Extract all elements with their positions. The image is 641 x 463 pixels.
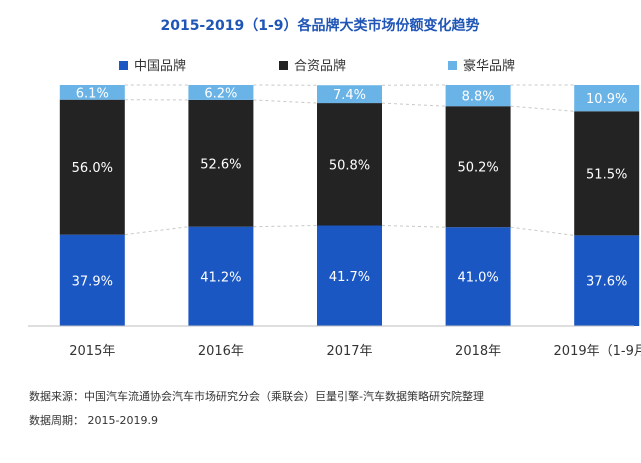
data-label-2-2: 7.4% (333, 88, 366, 103)
bar-segment-2-3 (445, 85, 511, 107)
legend-swatch-1 (279, 61, 288, 70)
data-label-1-4: 51.5% (586, 167, 627, 182)
bar-segment-0-0 (59, 234, 125, 326)
connector-line-1-1 (253, 99, 318, 104)
data-label-2-0: 6.1% (76, 86, 109, 101)
bars: 37.9% 56.0% 6.1% 41.2% 52.6% 6.2% 41.7% 50.8% 7.… (59, 85, 640, 326)
x-tick-label-1: 2016年 (198, 344, 244, 359)
data-label-1-2: 50.8% (329, 158, 370, 173)
x-tick-label-3: 2018年 (455, 344, 501, 359)
legend-swatch-0 (119, 61, 128, 70)
chart-title: 2015-2019（1-9）各品牌大类市场份额变化趋势 (160, 17, 479, 34)
legend-swatch-2 (448, 61, 457, 70)
data-label-2-3: 8.8% (462, 90, 495, 105)
data-label-0-2: 41.7% (329, 270, 370, 285)
bar-segment-1-2 (317, 103, 382, 226)
bar-segment-2-4 (574, 85, 640, 112)
data-label-0-1: 41.2% (200, 270, 241, 285)
bar-segment-1-1 (188, 99, 254, 227)
bar-segment-0-1 (188, 226, 254, 326)
x-tick-label-2: 2017年 (326, 344, 372, 359)
bar-segment-0-4 (574, 235, 640, 326)
connector-line-1-2 (381, 102, 446, 107)
data-label-1-0: 56.0% (72, 161, 113, 176)
data-label-1-3: 50.2% (457, 161, 498, 176)
data-label-2-4: 10.9% (586, 92, 627, 107)
data-label-0-4: 37.6% (586, 275, 627, 290)
connector-line-0-2 (381, 225, 446, 228)
bar-segment-1-3 (445, 106, 511, 228)
legend-label-0: 中国品牌 (134, 58, 186, 74)
data-label-0-3: 41.0% (457, 271, 498, 286)
connector-line-0-0 (124, 226, 189, 236)
bar-segment-0-3 (445, 227, 511, 326)
segment-connectors (124, 84, 575, 236)
data-label-1-1: 52.6% (200, 157, 241, 172)
x-tick-label-4: 2019年（1-9月） (554, 344, 641, 359)
data-source-note: 数据来源：中国汽车流通协会汽车市场研究分会（乘联会）巨量引擎-汽车数据策略研究院… (29, 390, 484, 403)
x-tick-label-0: 2015年 (69, 344, 115, 359)
connector-line-0-3 (510, 226, 575, 236)
bar-segment-1-4 (574, 111, 640, 236)
data-label-2-1: 6.2% (204, 86, 237, 101)
bar-segment-2-1 (188, 85, 254, 100)
legend: 中国品牌 合资品牌 豪华品牌 (119, 58, 515, 74)
legend-label-2: 豪华品牌 (463, 58, 515, 74)
legend-label-1: 合资品牌 (294, 58, 346, 74)
connector-line-0-1 (253, 225, 318, 228)
x-axis-ticks: 2015年 2016年 2017年 2018年 2019年（1-9月） (69, 344, 641, 359)
bar-segment-2-0 (59, 85, 125, 100)
bar-segment-2-2 (317, 85, 382, 104)
bar-segment-1-0 (59, 99, 125, 235)
connector-line-1-3 (510, 105, 575, 112)
data-period-note: 数据周期： 2015-2019.9 (29, 414, 158, 427)
bar-segment-0-2 (317, 225, 382, 326)
data-label-0-0: 37.9% (72, 274, 113, 289)
